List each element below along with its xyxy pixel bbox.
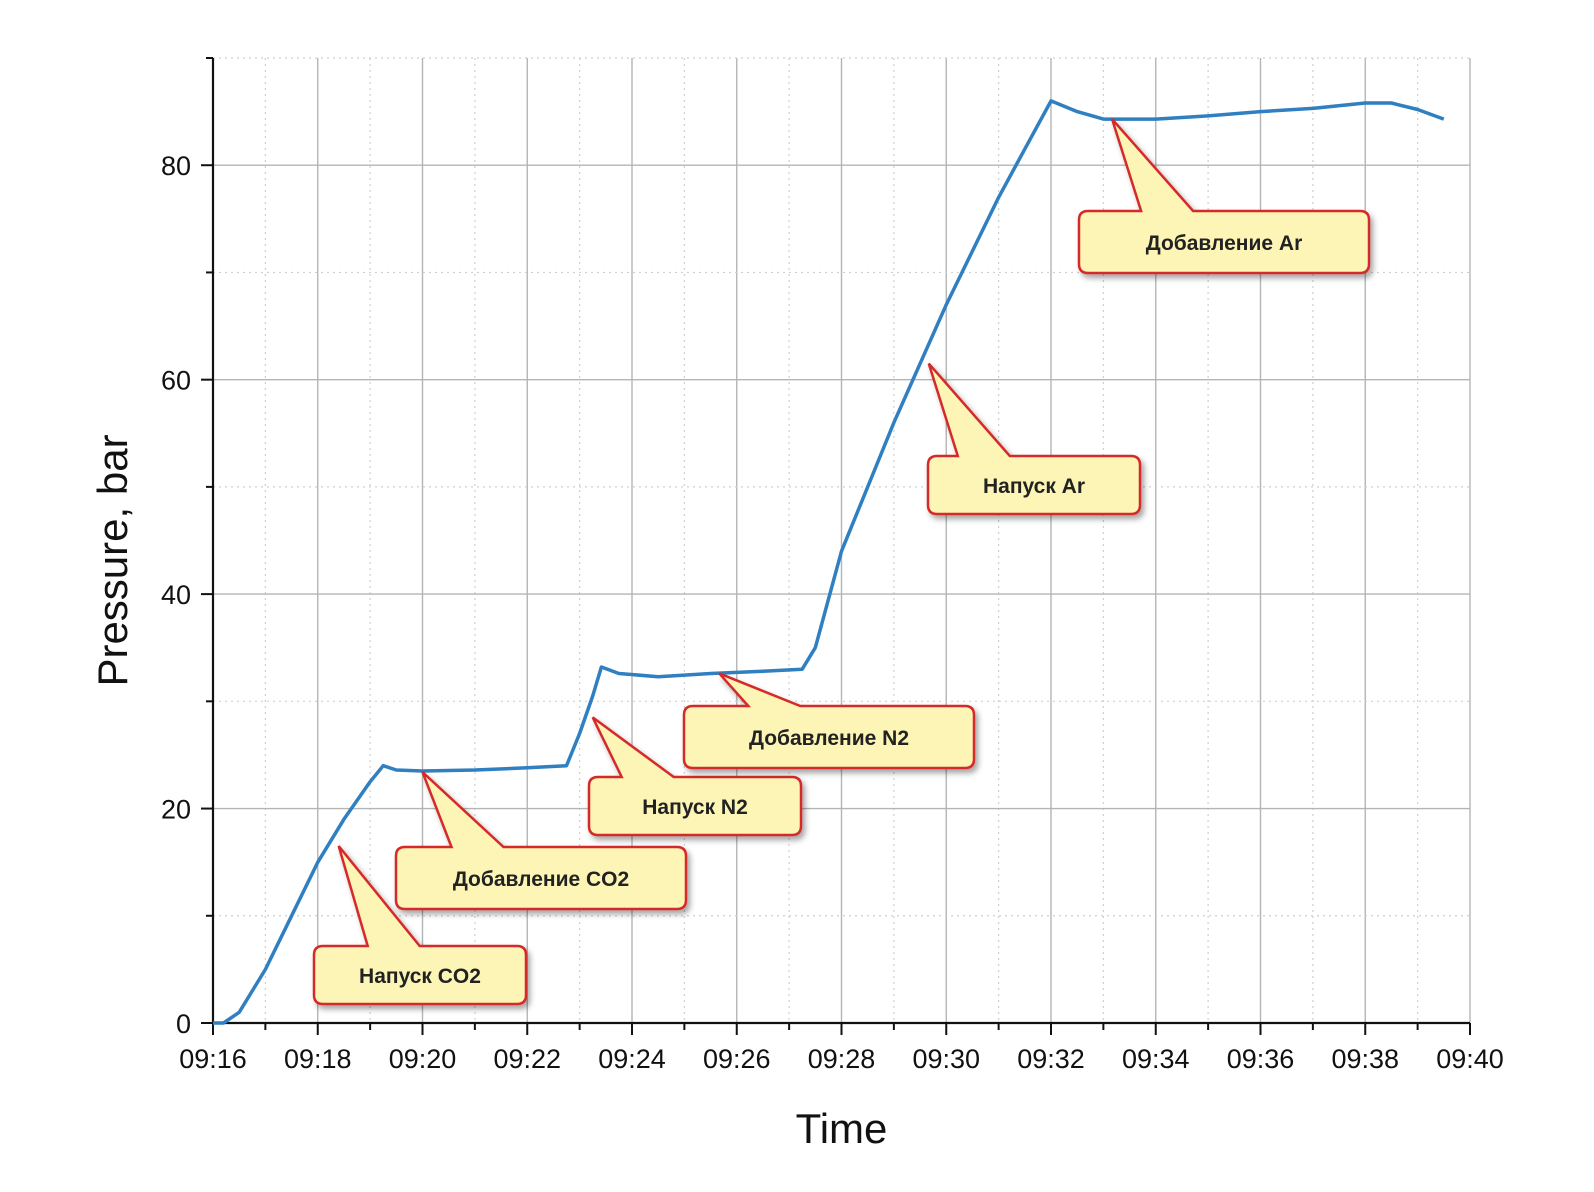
- callout-box: [682, 672, 976, 770]
- x-tick-label: 09:20: [389, 1044, 457, 1074]
- callout-label: Добавление Ar: [1146, 232, 1303, 255]
- y-tick-label: 40: [161, 580, 191, 610]
- callout: Добавление N2: [682, 672, 976, 770]
- x-tick-label: 09:36: [1227, 1044, 1295, 1074]
- callout-label: Напуск N2: [642, 796, 748, 819]
- callout-box: [394, 771, 688, 911]
- callouts: Напуск CO2 Добавление CO2 Напуск N2 Добавле…: [312, 118, 1371, 1006]
- callout: Напуск CO2: [312, 845, 528, 1006]
- axes: [201, 57, 1471, 1035]
- callout-label: Добавление N2: [749, 727, 909, 750]
- y-tick-label: 60: [161, 366, 191, 396]
- x-tick-label: 09:40: [1436, 1044, 1504, 1074]
- x-tick-label: 09:22: [493, 1044, 561, 1074]
- pressure-series-line: [213, 99, 1445, 1025]
- y-tick-label: 20: [161, 795, 191, 825]
- y-axis-title: Pressure, bar: [89, 434, 136, 686]
- callout: Напуск N2: [587, 716, 803, 837]
- callout-box: [926, 362, 1142, 516]
- x-tick-label: 09:18: [284, 1044, 352, 1074]
- x-tick-label: 09:30: [912, 1044, 980, 1074]
- x-tick-label: 09:26: [703, 1044, 771, 1074]
- y-tick-label: 80: [161, 151, 191, 181]
- x-tick-label: 09:28: [808, 1044, 876, 1074]
- x-tick-label: 09:24: [598, 1044, 666, 1074]
- callout: Добавление CO2: [394, 771, 688, 911]
- callout-label: Напуск CO2: [359, 965, 481, 988]
- callout: Добавление Ar: [1077, 118, 1371, 275]
- y-tick-label: 0: [176, 1009, 191, 1039]
- tick-labels: 09:16 09:18 09:20 09:22 09:24 09:26 09:28 09:30…: [161, 151, 1504, 1074]
- callout: Напуск Ar: [926, 362, 1142, 516]
- x-axis-title: Time: [796, 1105, 888, 1152]
- callout-label: Добавление CO2: [453, 868, 629, 891]
- callout-box: [587, 716, 803, 837]
- callout-box: [1077, 118, 1371, 275]
- x-tick-label: 09:34: [1122, 1044, 1190, 1074]
- x-tick-label: 09:32: [1017, 1044, 1085, 1074]
- x-tick-label: 09:16: [179, 1044, 247, 1074]
- x-tick-label: 09:38: [1331, 1044, 1399, 1074]
- callout-box: [312, 845, 528, 1006]
- callout-label: Напуск Ar: [983, 475, 1085, 498]
